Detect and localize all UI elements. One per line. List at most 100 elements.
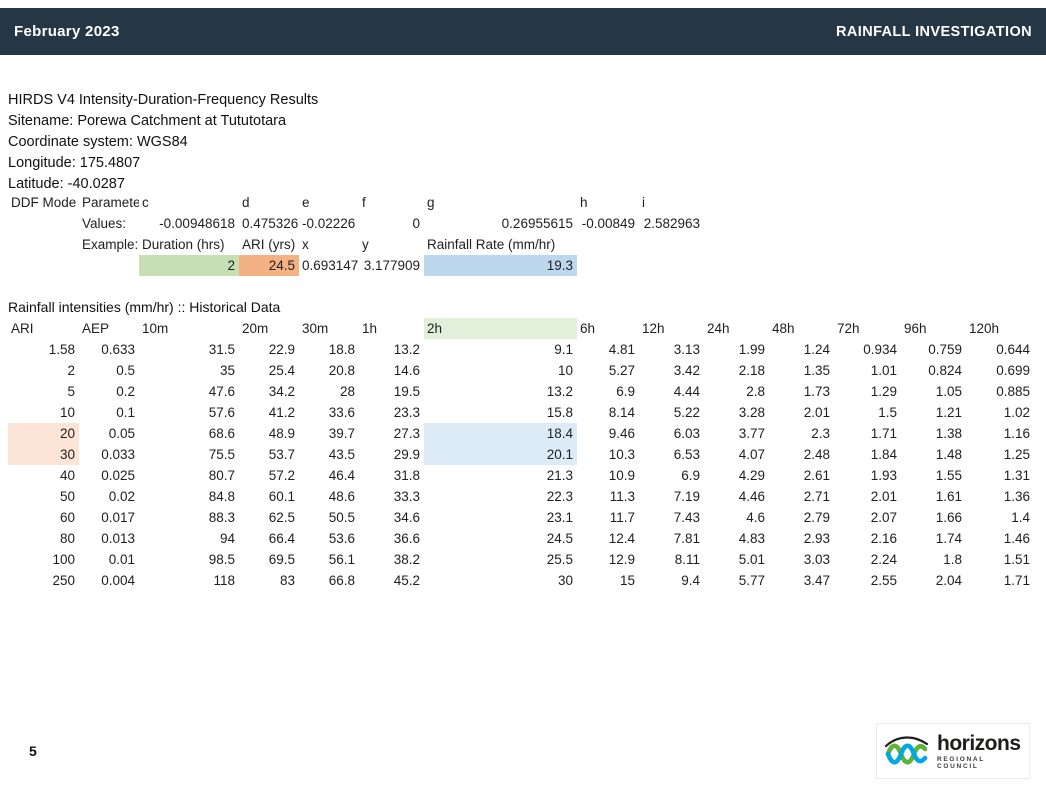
- cell: 10.3: [608, 447, 635, 462]
- cell: 1.74: [935, 531, 962, 546]
- cell: 45.2: [393, 573, 420, 588]
- cell: 3.42: [673, 363, 700, 378]
- cell: 1.4: [1011, 510, 1030, 525]
- table-row: 10 0.1 57.6 41.2 33.6 23.3 15.8 8.14 5.22 3.28 2.0…: [8, 402, 1034, 423]
- cell: 4.83: [738, 531, 765, 546]
- cell: 0.644: [996, 342, 1030, 357]
- cell: 41.2: [268, 405, 295, 420]
- cell: 46.4: [328, 468, 355, 483]
- cell: 0.02: [108, 489, 135, 504]
- cell: 94: [219, 531, 235, 546]
- cell: 1.66: [935, 510, 962, 525]
- logo-text-block: horizons REGIONAL COUNCIL: [937, 733, 1022, 770]
- page-number: 5: [29, 743, 37, 759]
- cell: 2.8: [746, 384, 765, 399]
- values-label: Values:: [82, 216, 127, 231]
- column-header-2h: 2h: [424, 318, 577, 339]
- cell: 1.16: [1003, 426, 1030, 441]
- rainfall-intensities-table: ARI AEP 10m 20m 30m 1h 2h 6h 12h 24h 48h…: [8, 318, 1034, 591]
- cell: 6.9: [681, 468, 700, 483]
- cell: 66.8: [328, 573, 355, 588]
- example-header-duration: Duration (hrs): [142, 237, 225, 252]
- cell: 1.46: [1003, 531, 1030, 546]
- cell: 48.6: [328, 489, 355, 504]
- column-header-10m: 10m: [142, 321, 169, 336]
- cell: 7.43: [673, 510, 700, 525]
- table-row: 50 0.02 84.8 60.1 48.6 33.3 22.3 11.3 7.19 4.46 2.…: [8, 486, 1034, 507]
- cell: 2.3: [811, 426, 830, 441]
- cell: 1.38: [935, 426, 962, 441]
- ddf-model-label: DDF Mode: [11, 195, 77, 210]
- cell: 0.017: [101, 510, 135, 525]
- cell: 53.7: [268, 447, 295, 462]
- cell: 6.9: [616, 384, 635, 399]
- cell: 2.48: [803, 447, 830, 462]
- cell: 2.93: [803, 531, 830, 546]
- cell: 88.3: [208, 510, 235, 525]
- cell: 69.5: [268, 552, 295, 567]
- cell: 83: [279, 573, 295, 588]
- cell: 38.2: [393, 552, 420, 567]
- cell: 22.3: [546, 489, 573, 504]
- cell: 50: [59, 489, 75, 504]
- empty-cell: [8, 255, 79, 276]
- cell: 1.55: [935, 468, 962, 483]
- cell: 3.47: [803, 573, 830, 588]
- cell: 2.16: [870, 531, 897, 546]
- cell: 4.07: [738, 447, 765, 462]
- cell: 1.51: [1003, 552, 1030, 567]
- table-row: 40 0.025 80.7 57.2 46.4 31.8 21.3 10.9 6.9 4.29 2.…: [8, 465, 1034, 486]
- cell: 1.99: [738, 342, 765, 357]
- cell: 25.4: [268, 363, 295, 378]
- param-header-g: g: [427, 195, 435, 210]
- empty-cell: [704, 192, 1034, 213]
- param-header-d: d: [242, 195, 250, 210]
- cell: 0.5: [116, 363, 135, 378]
- column-header-1h: 1h: [362, 321, 378, 336]
- intensities-header-row: ARI AEP 10m 20m 30m 1h 2h 6h 12h 24h 48h…: [8, 318, 1034, 339]
- table-row: 2 0.5 35 25.4 20.8 14.6 10 5.27 3.42 2.18 1.35 1.01…: [8, 360, 1034, 381]
- horizons-waves-icon: [884, 736, 929, 765]
- cell: 39.7: [328, 426, 355, 441]
- param-header-i: i: [642, 195, 645, 210]
- column-header-48h: 48h: [772, 321, 795, 336]
- param-header-h: h: [580, 195, 588, 210]
- cell: 24.5: [546, 531, 573, 546]
- cell: 3.28: [738, 405, 765, 420]
- cell: 31.8: [393, 468, 420, 483]
- example-header-rainfall-rate: Rainfall Rate (mm/hr): [427, 237, 556, 252]
- cell: 8.11: [674, 552, 700, 567]
- cell: 2.61: [803, 468, 830, 483]
- cell: 80.7: [208, 468, 235, 483]
- cell: 60.1: [268, 489, 295, 504]
- cell: 40: [59, 468, 75, 483]
- report-date: February 2023: [14, 23, 120, 40]
- cell: 75.5: [208, 447, 235, 462]
- cell: 20.8: [328, 363, 355, 378]
- cell: 3.13: [673, 342, 700, 357]
- cell: 2.18: [738, 363, 765, 378]
- cell: 4.46: [738, 489, 765, 504]
- cell: 34.6: [393, 510, 420, 525]
- cell: 1.05: [935, 384, 962, 399]
- cell: 18.8: [328, 342, 355, 357]
- cell: 1.8: [943, 552, 962, 567]
- value-c: -0.00948618: [159, 216, 235, 231]
- value-g: 0.26955615: [501, 216, 573, 231]
- horizons-logo: horizons REGIONAL COUNCIL: [876, 723, 1030, 779]
- intensities-table-title: Rainfall intensities (mm/hr) :: Historic…: [8, 299, 281, 315]
- cell: 4.29: [738, 468, 765, 483]
- cell: 22.9: [268, 342, 295, 357]
- sitename-line: Sitename: Porewa Catchment at Tututotara: [8, 113, 287, 129]
- cell: 15.8: [546, 405, 573, 420]
- site-metadata: HIRDS V4 Intensity-Duration-Frequency Re…: [8, 90, 318, 195]
- empty-cell: [704, 213, 1034, 234]
- cell: 5.22: [673, 405, 700, 420]
- column-header-aep: AEP: [82, 321, 110, 336]
- cell: 2.79: [803, 510, 830, 525]
- value-e: -0.02226: [302, 216, 356, 231]
- cell: 48.9: [268, 426, 295, 441]
- cell: 1.24: [803, 342, 830, 357]
- cell: 5.27: [608, 363, 635, 378]
- cell: 0.025: [101, 468, 135, 483]
